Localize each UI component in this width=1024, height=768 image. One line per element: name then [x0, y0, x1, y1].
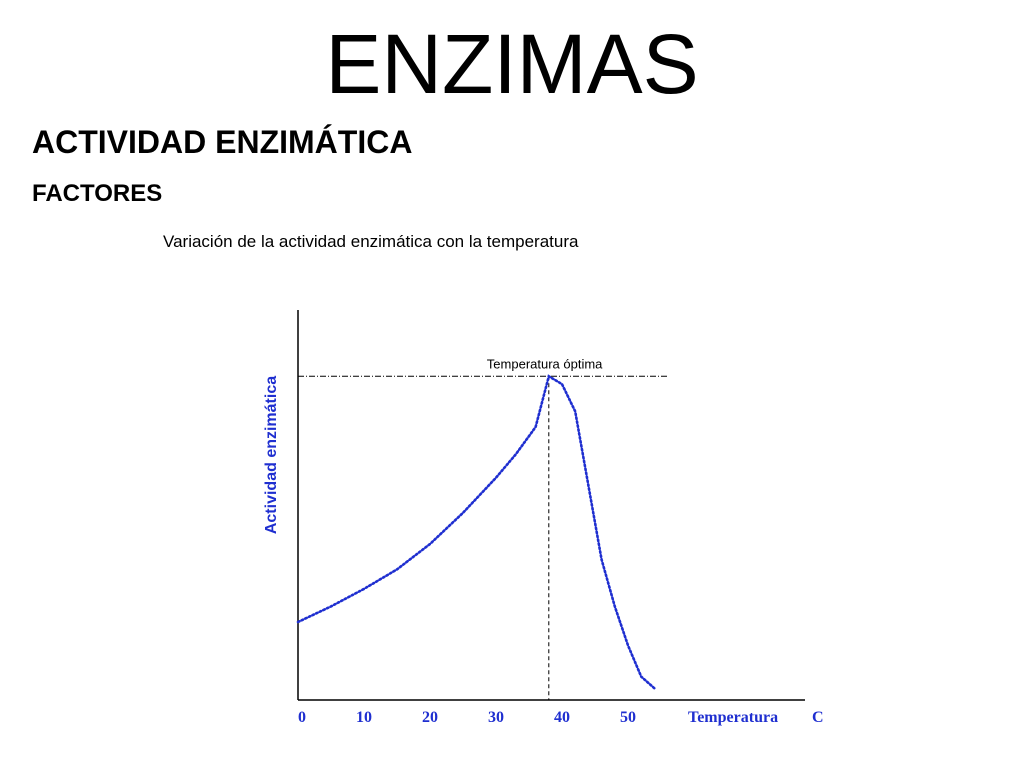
- chart-title: Variación de la actividad enzimática con…: [163, 232, 579, 251]
- y-axis-label: Actividad enzimática: [263, 376, 280, 534]
- section-label: FACTORES: [32, 180, 163, 207]
- slide-subtitle: ACTIVIDAD ENZIMÁTICA: [32, 124, 413, 160]
- x-tick-label: 30: [488, 709, 504, 726]
- x-tick-label: 10: [356, 709, 372, 726]
- x-tick-label: 50: [620, 709, 636, 726]
- x-tick-label: 40: [554, 709, 570, 726]
- x-tick-label: 20: [422, 709, 438, 726]
- x-axis-label: Temperatura: [688, 709, 778, 726]
- activity-curve: [296, 374, 656, 690]
- x-axis-unit: C: [812, 709, 824, 726]
- x-tick-label: 0: [298, 709, 306, 726]
- optimal-temperature-label: Temperatura óptima: [487, 356, 603, 371]
- slide-title: ENZIMAS: [325, 17, 699, 111]
